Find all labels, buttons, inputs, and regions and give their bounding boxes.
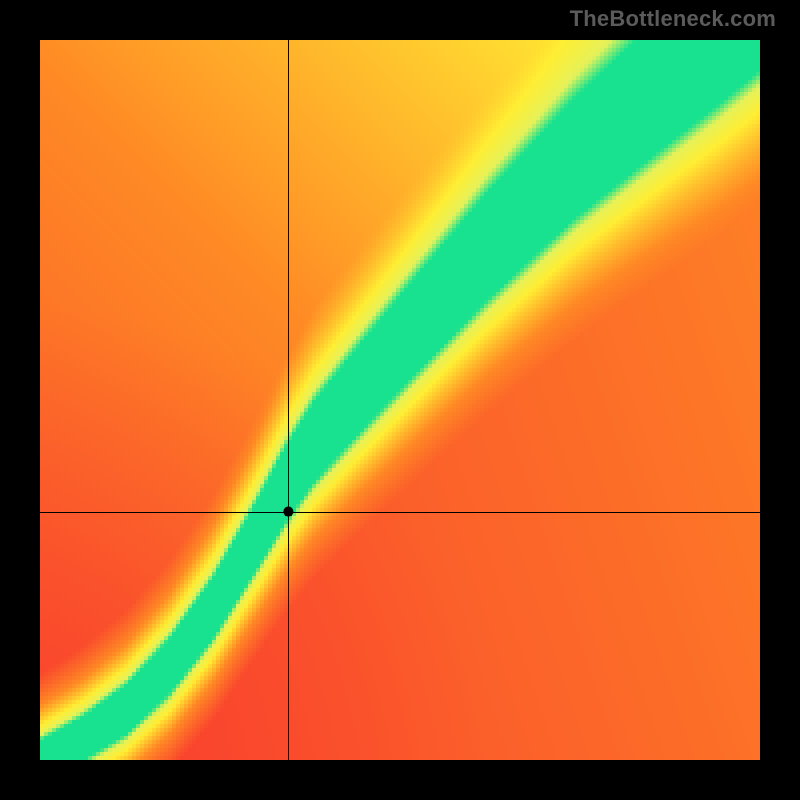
chart-stage: TheBottleneck.com bbox=[0, 0, 800, 800]
bottleneck-heatmap bbox=[40, 40, 760, 760]
watermark-text: TheBottleneck.com bbox=[0, 6, 800, 32]
